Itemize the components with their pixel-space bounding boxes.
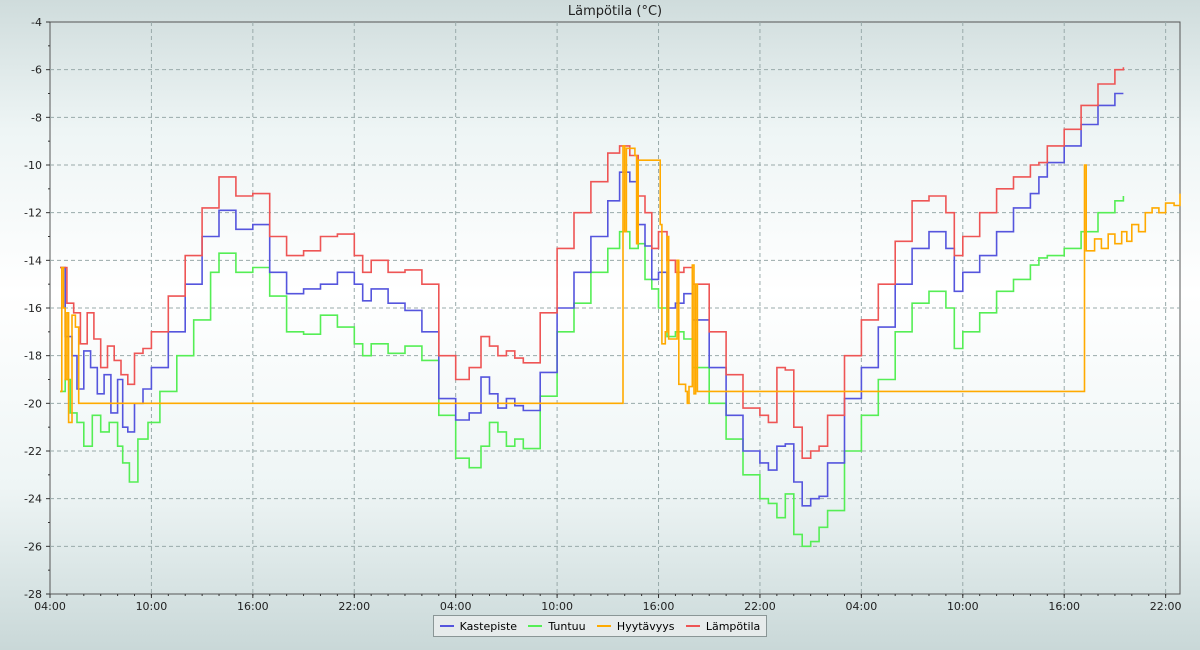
legend-label-tuntuu: Tuntuu <box>548 619 586 633</box>
y-tick-label: -20 <box>24 397 42 410</box>
legend-swatch-hyytavyys <box>596 625 611 627</box>
series-line-kastepiste <box>60 92 1124 507</box>
x-tick-label: 10:00 <box>541 600 573 613</box>
legend-item-kastepiste: Kastepiste <box>439 619 518 633</box>
legend-item-tuntuu: Tuntuu <box>528 619 586 633</box>
legend-item-hyytavyys: Hyytävyys <box>596 619 675 633</box>
legend-label-hyytavyys: Hyytävyys <box>616 619 675 633</box>
legend: Kastepiste Tuntuu Hyytävyys Lämpötila <box>433 615 767 637</box>
x-tick-label: 04:00 <box>440 600 472 613</box>
x-tick-label: 22:00 <box>744 600 776 613</box>
y-tick-label: -12 <box>24 207 42 220</box>
y-tick-label: -14 <box>24 254 42 267</box>
x-tick-label: 16:00 <box>643 600 675 613</box>
y-tick-label: -4 <box>31 16 42 29</box>
y-tick-label: -16 <box>24 302 42 315</box>
x-tick-label: 04:00 <box>34 600 66 613</box>
chart-title: Lämpötila (°C) <box>568 4 662 19</box>
y-tick-label: -8 <box>31 111 42 124</box>
y-tick-label: -22 <box>24 445 42 458</box>
y-tick-label: -18 <box>24 350 42 363</box>
legend-swatch-tuntuu <box>528 625 543 627</box>
y-tick-label: -24 <box>24 493 42 506</box>
legend-swatch-lampotila <box>685 625 700 627</box>
x-tick-label: 10:00 <box>136 600 168 613</box>
x-tick-label: 16:00 <box>1048 600 1080 613</box>
legend-item-lampotila: Lämpötila <box>685 619 761 633</box>
x-tick-label: 22:00 <box>338 600 370 613</box>
series-line-lmptila <box>60 67 1125 459</box>
legend-label-kastepiste: Kastepiste <box>459 619 518 633</box>
x-tick-label: 16:00 <box>237 600 269 613</box>
x-tick-label: 10:00 <box>947 600 979 613</box>
x-tick-label: 04:00 <box>846 600 878 613</box>
y-tick-label: -26 <box>24 540 42 553</box>
legend-swatch-kastepiste <box>439 625 454 627</box>
series-line-hyytvyys <box>60 145 1181 424</box>
y-tick-label: -10 <box>24 159 42 172</box>
y-tick-label: -28 <box>24 588 42 601</box>
x-tick-label: 22:00 <box>1150 600 1182 613</box>
legend-label-lampotila: Lämpötila <box>705 619 761 633</box>
y-tick-label: -6 <box>31 64 42 77</box>
series-line-tuntuu <box>60 196 1125 548</box>
